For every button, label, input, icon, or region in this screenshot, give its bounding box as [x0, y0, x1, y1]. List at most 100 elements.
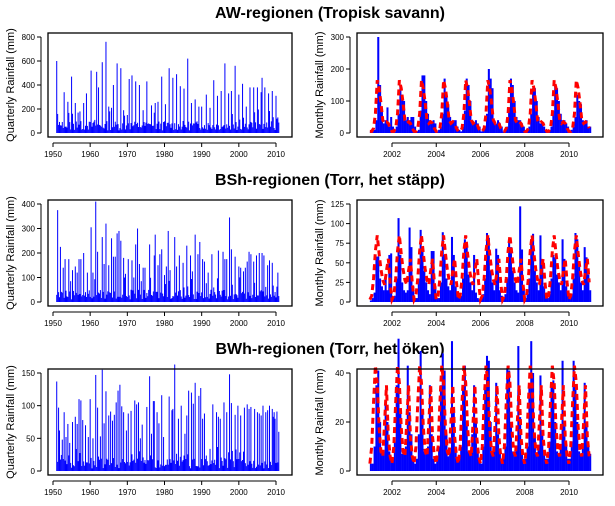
aw-quarterly-bar [274, 129, 276, 133]
bwh-quarterly-bar [255, 468, 257, 471]
bsh-quarterly-bar [124, 277, 126, 302]
aw-quarterly-bar [178, 126, 180, 133]
aw-quarterly-bar [196, 121, 198, 133]
aw-quarterly-bar [269, 126, 271, 133]
bsh-quarterly-bar [76, 272, 78, 302]
bwh-monthly-bar [493, 446, 496, 471]
bwh-quarterly-bar [168, 396, 170, 471]
aw-monthly-bar [441, 113, 444, 133]
aw-monthly-bar [487, 69, 490, 133]
bwh-quarterly-bar [139, 438, 141, 471]
bwh-quarterly-x-tick-label: 1950 [44, 488, 62, 497]
bwh-monthly-bar [369, 463, 372, 471]
bsh-quarterly-bar [203, 261, 205, 302]
bsh-quarterly-bar [261, 253, 263, 302]
bwh-quarterly-bar [198, 395, 200, 471]
bsh-quarterly-bar [148, 289, 150, 302]
bsh-quarterly-bar [236, 295, 238, 302]
bwh-quarterly-x-tick-label: 1960 [81, 488, 99, 497]
bsh-monthly-bar [375, 256, 378, 302]
aw-quarterly-bar [251, 122, 253, 133]
bsh-quarterly-bar [143, 289, 145, 302]
aw-monthly-bar [574, 117, 577, 133]
bwh-quarterly-bar [194, 382, 196, 471]
bwh-quarterly-bar [224, 458, 226, 471]
bsh-monthly-bar [533, 270, 536, 302]
aw-monthly-bar [539, 123, 542, 133]
bwh-quarterly-bar [241, 461, 243, 471]
bsh-monthly-bar [530, 239, 533, 302]
bwh-quarterly-bar [237, 405, 239, 471]
bsh-quarterly-bar [177, 291, 179, 302]
aw-quarterly-bar [270, 121, 272, 133]
bwh-quarterly-bar [196, 466, 198, 471]
bsh-quarterly-bar [68, 259, 70, 303]
bsh-quarterly-bar [234, 256, 236, 302]
bwh-monthly-bar [491, 451, 494, 471]
bwh-quarterly-bar [57, 461, 59, 471]
aw-quarterly-bar [104, 124, 106, 133]
aw-monthly-bar [474, 120, 477, 133]
bwh-quarterly-bar [223, 402, 225, 471]
bsh-quarterly-bar [245, 298, 247, 302]
aw-quarterly-bar [243, 126, 245, 133]
bwh-quarterly-bar [211, 460, 213, 471]
aw-quarterly-bar [111, 127, 113, 133]
aw-monthly-bar [443, 78, 446, 133]
aw-quarterly-bar [275, 95, 277, 133]
bsh-quarterly-bar [64, 259, 66, 303]
bsh-monthly-y-tick-label: 75 [335, 239, 344, 248]
bsh-monthly-plot-frame [356, 199, 604, 307]
bsh-quarterly-bar [94, 279, 96, 302]
bsh-quarterly-bar [268, 298, 270, 302]
bsh-monthly-bar [401, 282, 404, 302]
aw-quarterly-bar [186, 127, 188, 133]
bsh-quarterly-bar [71, 299, 73, 302]
aw-monthly-bar [460, 131, 463, 133]
aw-quarterly-bar [65, 126, 67, 133]
aw-quarterly-bar [233, 128, 235, 133]
bsh-quarterly-bar [238, 266, 240, 302]
aw-quarterly-bar [99, 125, 101, 133]
bwh-quarterly-bar [95, 374, 97, 471]
aw-quarterly-bar [148, 123, 150, 133]
bsh-quarterly-bar [235, 293, 237, 302]
bsh-quarterly-bar [136, 298, 138, 302]
bsh-quarterly-bar [162, 293, 164, 302]
bsh-monthly-bar [506, 278, 509, 302]
bwh-quarterly-bar [126, 461, 128, 471]
aw-quarterly-bar [193, 123, 195, 133]
bwh-monthly-bar [522, 463, 525, 471]
aw-monthly-x-tick-label: 2002 [383, 150, 401, 159]
aw-quarterly-bar [137, 127, 139, 133]
aw-quarterly-bar [273, 128, 275, 133]
aw-quarterly-bar [257, 109, 259, 133]
bwh-monthly-bar [513, 453, 516, 471]
bwh-quarterly-y-tick-label: 50 [26, 434, 35, 443]
bwh-quarterly-bar [202, 418, 204, 471]
bsh-quarterly-bar [174, 237, 176, 302]
aw-quarterly-bar [155, 129, 157, 133]
bsh-quarterly-bar [178, 255, 180, 302]
aw-quarterly-bar [180, 129, 182, 133]
bwh-quarterly-bar [187, 454, 189, 471]
aw-monthly-bar [515, 117, 518, 133]
bsh-monthly-bar [563, 258, 566, 302]
bwh-quarterly-bar [148, 460, 150, 471]
aw-monthly-bar [506, 126, 509, 133]
bwh-monthly-bar [484, 385, 487, 471]
aw-monthly-bar [463, 110, 466, 133]
bwh-quarterly-bar [161, 395, 163, 471]
bsh-quarterly-y-tick-label: 400 [22, 200, 36, 209]
bwh-quarterly-bar [242, 451, 244, 471]
bwh-monthly-bar [399, 409, 402, 471]
aw-quarterly-bar [245, 106, 247, 133]
bwh-monthly-bar [557, 453, 560, 471]
aw-quarterly-bar [128, 79, 130, 133]
bwh-monthly-bar [528, 385, 531, 471]
aw-quarterly-bar [107, 130, 109, 133]
bwh-quarterly-bar [234, 414, 236, 471]
bwh-quarterly-bar [216, 447, 218, 471]
aw-monthly-bar [485, 113, 489, 133]
bwh-monthly-bar [371, 463, 374, 471]
